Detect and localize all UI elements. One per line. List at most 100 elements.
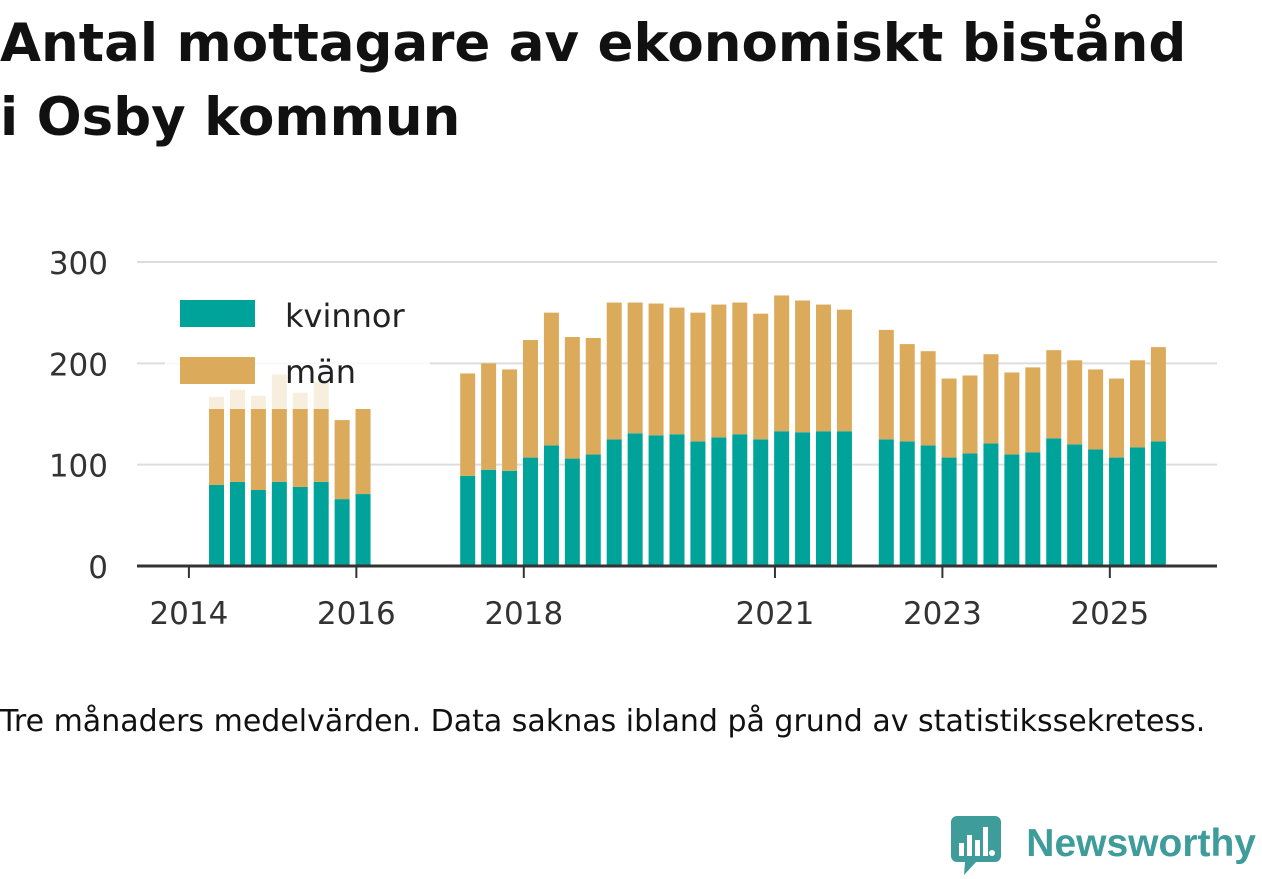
x-tick-label: 2016 — [317, 596, 396, 632]
bar-stack — [502, 369, 518, 566]
chart-title-line-2: i Osby kommun — [0, 87, 461, 148]
bar-kvinnor — [1109, 457, 1125, 566]
chart-title: Antal mottagare av ekonomiskt bistånd i … — [0, 7, 1186, 155]
bar-stack — [1150, 347, 1166, 566]
bar-kvinnor — [941, 457, 957, 566]
bar-kvinnor — [355, 494, 371, 566]
bar-kvinnor — [648, 435, 664, 566]
bar-man — [1067, 360, 1083, 445]
tick-labels: 2014 2016 2018 2021 2023 2025 0 100 200 300 — [49, 246, 1149, 632]
bar-chart-speech-bubble-icon — [951, 816, 1001, 875]
bar-stack — [627, 302, 643, 566]
bar-man — [1046, 350, 1062, 439]
bar-kvinnor — [732, 434, 748, 566]
bar-kvinnor — [481, 469, 497, 566]
bar-man — [334, 420, 350, 500]
bar-stack — [313, 381, 329, 566]
bar-man — [983, 354, 999, 444]
bar-man — [522, 340, 538, 458]
bar-stack — [481, 363, 497, 566]
x-tick-label: 2025 — [1070, 596, 1149, 632]
bar-stack — [899, 344, 915, 566]
bar-kvinnor — [816, 431, 832, 566]
bar-man — [209, 396, 225, 485]
x-tick-label: 2014 — [149, 596, 228, 632]
bar-kvinnor — [753, 439, 769, 566]
bar-kvinnor — [250, 490, 266, 566]
bar-kvinnor — [585, 454, 601, 566]
bar-kvinnor — [774, 431, 790, 566]
bar-stack — [711, 304, 727, 566]
bar-kvinnor — [1150, 441, 1166, 566]
bar-stack — [878, 329, 894, 566]
bar-stack — [962, 375, 978, 566]
y-tick-label: 200 — [49, 347, 108, 383]
bar-man — [711, 304, 727, 438]
bar-stack — [983, 354, 999, 566]
bar-man — [1088, 369, 1104, 450]
bar-kvinnor — [690, 441, 706, 566]
x-tick-label: 2018 — [484, 596, 563, 632]
bar-kvinnor — [962, 453, 978, 566]
bar-stack — [229, 389, 245, 566]
bar-man — [1025, 367, 1041, 453]
newsworthy-logo-text: Newsworthy — [1026, 822, 1256, 865]
bar-stack — [816, 304, 832, 566]
bar-kvinnor — [1067, 444, 1083, 566]
bar-kvinnor — [627, 433, 643, 566]
legend-swatch-kvinnor — [180, 300, 255, 327]
bar-man — [669, 307, 685, 435]
chart-caption: Tre månaders medelvärden. Data saknas ib… — [0, 704, 1206, 739]
bar-kvinnor — [669, 434, 685, 566]
bar-kvinnor — [564, 458, 580, 566]
bar-man — [502, 369, 518, 471]
bar-stack — [690, 312, 706, 566]
bar-man — [878, 329, 894, 440]
bar-man — [564, 336, 580, 459]
bar-kvinnor — [502, 470, 518, 566]
bar-man — [774, 295, 790, 432]
bar-kvinnor — [878, 439, 894, 566]
bar-kvinnor — [1046, 438, 1062, 566]
bar-man — [941, 378, 957, 458]
bar-stack — [292, 392, 308, 566]
bar-stack — [334, 420, 350, 566]
bar-man — [732, 302, 748, 435]
bar-man — [1129, 360, 1145, 448]
bar-kvinnor — [795, 432, 811, 566]
bar-kvinnor — [920, 445, 936, 566]
bar-man — [795, 300, 811, 433]
bar-man — [606, 302, 622, 440]
x-axis — [137, 564, 1217, 578]
bar-stack — [460, 373, 476, 566]
chart-title-line-1: Antal mottagare av ekonomiskt bistånd — [0, 13, 1187, 74]
bar-stack — [648, 303, 664, 566]
bar-man — [229, 389, 245, 482]
bar-stack — [1004, 372, 1020, 566]
bar-man — [1150, 347, 1166, 442]
bar-man — [627, 302, 643, 434]
bar-stack — [1067, 360, 1083, 566]
bar-stack — [836, 309, 852, 566]
legend-label-man: män — [285, 353, 356, 391]
bar-stack — [941, 378, 957, 566]
bar-kvinnor — [1088, 449, 1104, 566]
bar-stack — [774, 295, 790, 566]
legend: kvinnor män — [165, 287, 430, 409]
bar-stack — [209, 396, 225, 566]
bar-kvinnor — [1129, 447, 1145, 566]
bar-man — [292, 392, 308, 487]
bar-kvinnor — [522, 457, 538, 566]
bar-kvinnor — [313, 481, 329, 566]
bar-man — [816, 304, 832, 432]
bar-man — [460, 373, 476, 476]
bar-man — [585, 338, 601, 455]
bar-kvinnor — [836, 431, 852, 566]
bar-kvinnor — [460, 475, 476, 566]
bar-stack — [250, 395, 266, 566]
legend-label-kvinnor: kvinnor — [285, 297, 406, 335]
bar-stack — [1025, 367, 1041, 566]
y-tick-label: 0 — [88, 550, 108, 586]
bar-kvinnor — [543, 445, 559, 566]
